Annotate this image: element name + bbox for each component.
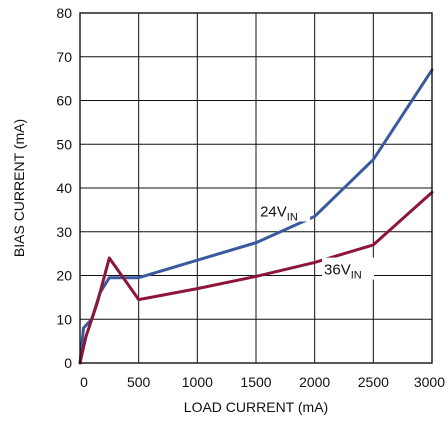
series-label-backdrop [322,257,375,280]
series-line-24v [78,68,434,365]
series-line-36v [78,190,434,365]
x-tick-label: 1000 [182,374,213,390]
y-tick-label: 60 [56,93,72,109]
x-axis-title: LOAD CURRENT (mA) [184,399,328,415]
y-tick-label: 40 [56,180,72,196]
x-tick-label: 2500 [358,374,389,390]
y-tick-label: 0 [64,355,72,371]
x-axis-ticks: 0 500 1000 1500 2000 2500 3000 [80,374,445,390]
y-axis-title: BIAS CURRENT (mA) [11,119,27,257]
grid [80,13,432,363]
x-tick-label: 2000 [299,374,330,390]
y-tick-label: 70 [56,49,72,65]
y-tick-label: 10 [56,311,72,327]
y-tick-label: 50 [56,136,72,152]
y-tick-label: 20 [56,268,72,284]
series-labels: 24VIN 36VIN [258,199,375,282]
series-label: 24VIN [260,203,298,223]
series-label: 36VIN [324,262,362,282]
x-tick-label: 1500 [240,374,271,390]
x-tick-label: 500 [127,374,151,390]
y-tick-label: 30 [56,224,72,240]
series-layer [78,68,434,365]
x-tick-label: 3000 [414,374,445,390]
y-axis-ticks: 0 10 20 30 40 50 60 70 80 [56,5,72,371]
y-tick-label: 80 [56,5,72,21]
series-label-backdrop [258,199,311,222]
plot-frame [79,12,433,364]
x-tick-label: 0 [80,374,88,390]
